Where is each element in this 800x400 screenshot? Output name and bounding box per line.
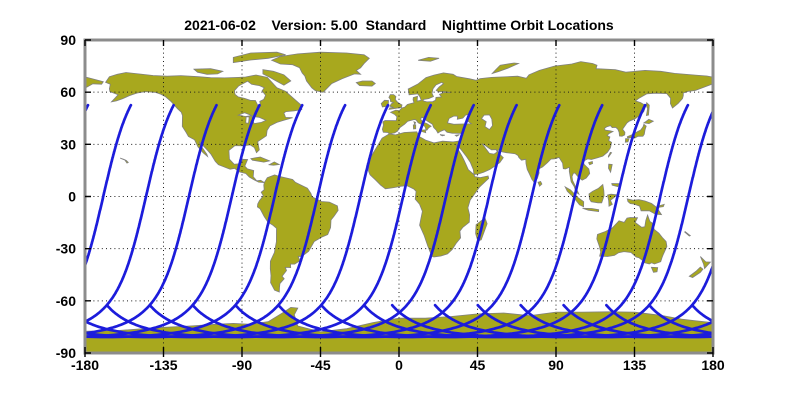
hispaniola	[267, 161, 281, 166]
south-america	[256, 174, 339, 293]
lake-huron-erie-ontario	[251, 115, 267, 125]
plot-title: 2021-06-02 Version: 5.00 Standard Nightt…	[184, 17, 614, 33]
y-tick-label: 0	[68, 189, 76, 205]
x-tick-label: 0	[395, 357, 403, 373]
grid-dotted-lines	[85, 40, 713, 353]
borneo	[588, 183, 605, 204]
x-axis-labels: -180 -135 -90 -45 0 45 90 135 180	[71, 357, 725, 373]
x-tick-label: 90	[548, 357, 564, 373]
great-britain	[388, 94, 403, 110]
chukotka-wrap	[85, 76, 104, 89]
iceland	[355, 80, 376, 87]
hawaii	[120, 157, 129, 164]
orbit-track	[362, 103, 690, 339]
australia	[596, 213, 668, 265]
x-tick-label: 135	[623, 357, 647, 373]
new-zealand-north	[700, 256, 712, 270]
graticule-grid	[85, 40, 713, 353]
x-tick-label: 180	[701, 357, 725, 373]
red-sea	[455, 144, 475, 176]
ellesmere-island	[232, 51, 286, 64]
sulawesi	[607, 193, 618, 207]
luzon	[608, 163, 613, 174]
lake-superior	[236, 112, 254, 117]
islands-layer	[412, 121, 460, 137]
java	[582, 207, 600, 213]
orbit-tracks-layer	[85, 103, 713, 339]
cyprus	[454, 134, 460, 137]
y-tick-label: 90	[60, 32, 76, 48]
hokkaido	[642, 118, 655, 125]
x-tick-label: 45	[470, 357, 486, 373]
baffin-island	[262, 69, 292, 86]
mindanao	[611, 183, 620, 188]
y-tick-label: -60	[56, 293, 76, 309]
crete	[439, 134, 446, 137]
x-tick-label: -135	[149, 357, 177, 373]
lake-michigan	[245, 116, 250, 124]
sardinia	[412, 124, 417, 130]
cuba	[250, 156, 271, 163]
axis-ticks	[84, 39, 714, 357]
tasmania	[650, 266, 659, 273]
x-tick-label: -180	[71, 357, 99, 373]
caspian-sea	[480, 114, 493, 131]
greenland	[270, 51, 370, 93]
tick-marks	[84, 39, 714, 357]
svalbard	[418, 56, 440, 62]
y-tick-label: -90	[56, 345, 76, 361]
y-tick-label: -30	[56, 241, 76, 257]
hainan	[588, 160, 594, 166]
baltic-sea	[422, 81, 451, 103]
y-tick-label: 60	[60, 84, 76, 100]
novaya-zemlya	[491, 62, 520, 75]
sri-lanka	[537, 181, 543, 187]
x-tick-label: -90	[232, 357, 252, 373]
y-axis-labels: 90 60 30 0 -30 -60 -90	[56, 32, 76, 361]
corsica	[413, 121, 417, 126]
x-tick-label: -45	[310, 357, 330, 373]
new-caledonia	[684, 231, 692, 237]
new-zealand-south	[688, 266, 704, 278]
y-tick-label: 30	[60, 136, 76, 152]
honshu	[626, 123, 647, 139]
taiwan	[607, 151, 613, 158]
persian-gulf	[481, 143, 498, 155]
victoria-island	[192, 68, 225, 75]
kyushu	[624, 138, 630, 143]
